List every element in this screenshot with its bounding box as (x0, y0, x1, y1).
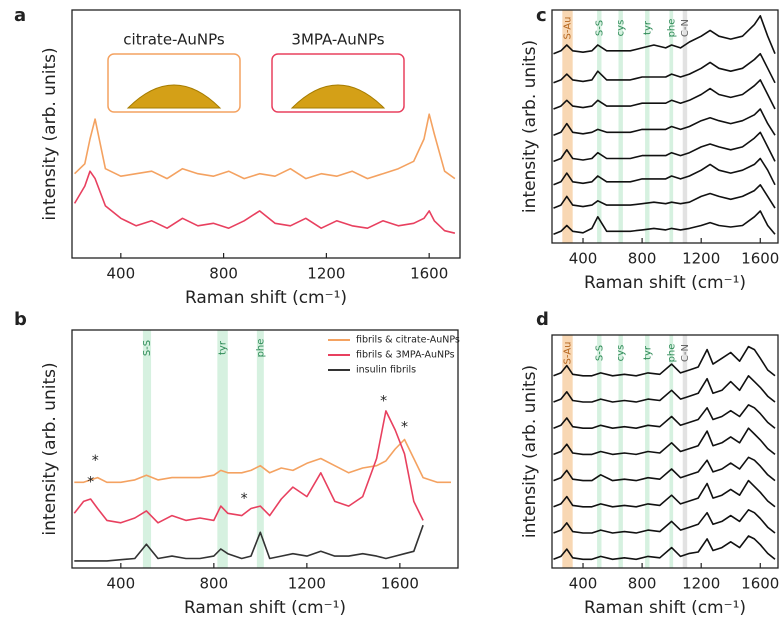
band-label: S-S (142, 340, 153, 356)
y-axis-label: intensity (arb. units) (520, 40, 540, 213)
spectrum (553, 456, 776, 482)
band-label: cys (616, 345, 627, 362)
peak-marker: * (92, 453, 99, 469)
x-tick-label: 400 (107, 265, 136, 283)
panel-label: d (536, 309, 549, 330)
band-label: S-Au (563, 17, 574, 40)
x-tick-label: 400 (107, 575, 136, 593)
spectrum (553, 108, 776, 136)
x-tick-label: 1200 (682, 250, 720, 268)
spectrum (553, 131, 776, 163)
band-label: S-S (594, 20, 605, 36)
x-axis-label: Raman shift (cm⁻¹) (185, 288, 347, 308)
x-tick-label: 1600 (741, 575, 779, 593)
band (669, 335, 674, 568)
spectrum (553, 157, 776, 186)
legend-label: fibrils & 3MPA-AuNPs (356, 350, 455, 361)
band (562, 10, 573, 243)
band-label: tyr (642, 345, 653, 360)
gold-nanoparticle (290, 84, 386, 109)
band (618, 335, 623, 568)
inset-label: citrate-AuNPs (123, 31, 225, 49)
x-tick-label: 800 (209, 265, 238, 283)
band-label: tyr (218, 340, 229, 355)
axes-frame (71, 9, 461, 259)
band (217, 330, 228, 568)
inset-label: 3MPA-AuNPs (291, 31, 384, 49)
x-tick-label: 1600 (381, 575, 419, 593)
gold-nanoparticle (126, 84, 222, 109)
spectrum (73, 170, 456, 234)
band-label: S-Au (563, 342, 574, 365)
spectrum (553, 79, 776, 110)
band-label: phe (255, 339, 266, 358)
spectrum (74, 524, 424, 562)
spectrum (553, 375, 776, 403)
spectrum (74, 438, 451, 484)
spectrum (553, 210, 776, 236)
x-axis-label: Raman shift (cm⁻¹) (184, 598, 346, 618)
band (562, 335, 573, 568)
x-tick-label: 400 (569, 250, 598, 268)
spectrum (74, 113, 456, 180)
x-tick-label: 400 (569, 575, 598, 593)
band (618, 10, 623, 243)
band-label: cys (616, 20, 627, 37)
spectrum (553, 404, 776, 429)
panel-label: a (14, 5, 26, 26)
band-label: S-S (594, 345, 605, 361)
x-tick-label: 1200 (307, 265, 345, 283)
panel-label: b (14, 309, 27, 330)
peak-marker: * (380, 393, 387, 409)
x-tick-label: 1600 (410, 265, 448, 283)
legend-label: insulin fibrils (356, 365, 416, 376)
y-axis-label: intensity (arb. units) (520, 365, 540, 538)
peak-marker: * (87, 474, 94, 490)
x-tick-label: 1200 (288, 575, 326, 593)
spectrum (553, 535, 776, 561)
band-label: phe (666, 344, 677, 363)
spectrum (553, 479, 776, 508)
peak-marker: * (401, 420, 408, 436)
x-tick-label: 800 (200, 575, 229, 593)
band (682, 10, 688, 243)
band (256, 330, 264, 568)
spectrum (553, 52, 776, 84)
band (682, 335, 688, 568)
spectrum (553, 15, 776, 55)
spectrum (553, 345, 776, 377)
x-tick-label: 1600 (741, 250, 779, 268)
x-tick-label: 800 (628, 250, 657, 268)
peak-marker: * (241, 491, 248, 507)
spectrum (553, 509, 776, 534)
x-axis-label: Raman shift (cm⁻¹) (584, 273, 746, 293)
legend-label: fibrils & citrate-AuNPs (356, 335, 460, 346)
band (142, 330, 152, 568)
spectrum (553, 427, 776, 456)
band-label: C-N (680, 344, 691, 362)
band-label: tyr (642, 20, 653, 35)
axes-frame (71, 329, 459, 569)
panel-label: c (536, 5, 547, 26)
x-tick-label: 1200 (682, 575, 720, 593)
x-tick-label: 800 (628, 575, 657, 593)
axes-frame (551, 9, 779, 244)
axes-frame (551, 334, 779, 569)
spectrum (73, 410, 424, 524)
spectrum (553, 184, 776, 209)
x-axis-label: Raman shift (cm⁻¹) (584, 598, 746, 618)
band (597, 10, 602, 243)
y-axis-label: intensity (arb. units) (40, 362, 60, 535)
y-axis-label: intensity (arb. units) (40, 47, 60, 220)
band-label: phe (666, 19, 677, 38)
band (645, 10, 650, 243)
band-label: C-N (680, 19, 691, 37)
